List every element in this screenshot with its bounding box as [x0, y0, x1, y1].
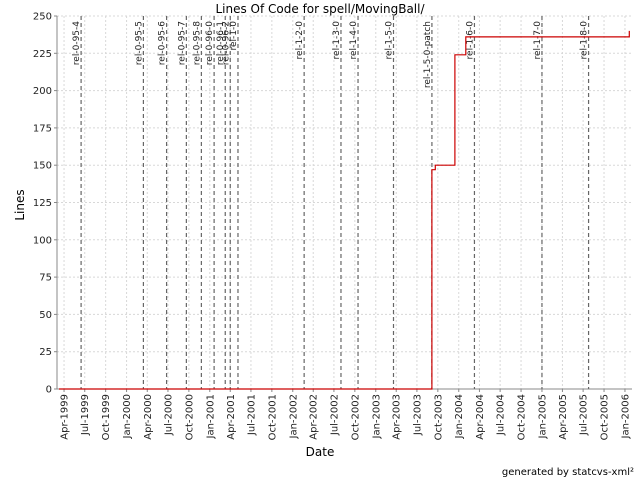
y-tick-label: 50 [39, 310, 52, 321]
x-tick-label: Jul-2003 [412, 394, 423, 436]
tag-label: rel-0-96-0 [205, 21, 215, 65]
y-tick-label: 225 [33, 49, 52, 60]
y-tick-label: 100 [33, 235, 52, 246]
x-tick-label: Jul-2002 [329, 394, 340, 436]
x-tick-label: Jan-2000 [122, 394, 133, 439]
y-tick-label: 25 [39, 347, 52, 358]
x-tick-label: Jan-2006 [620, 394, 631, 439]
y-tick-label: 175 [33, 123, 52, 134]
generated-by-footer: generated by statcvs-xml² [502, 467, 634, 478]
y-tick-label: 200 [33, 86, 52, 97]
x-tick-label: Oct-2004 [517, 394, 528, 440]
x-tick-label: Jul-2000 [163, 394, 174, 436]
x-tick-label: Oct-2001 [267, 394, 278, 440]
x-tick-label: Oct-2003 [433, 394, 444, 440]
x-tick-label: Apr-2000 [143, 394, 154, 440]
chart-title: Lines Of Code for spell/MovingBall/ [215, 2, 425, 16]
x-tick-label: Jan-2001 [205, 394, 216, 439]
x-tick-label: Apr-2003 [392, 394, 403, 440]
x-tick-label: Jul-2005 [579, 394, 590, 436]
x-tick-label: Jan-2004 [454, 394, 465, 439]
x-tick-label: Oct-1999 [101, 394, 112, 440]
x-tick-label: Jan-2003 [371, 394, 382, 439]
x-tick-label: Apr-2004 [475, 394, 486, 440]
x-tick-label: Oct-2000 [184, 394, 195, 440]
tag-label: rel-1-8-0 [580, 21, 590, 60]
x-tick-label: Jul-1999 [80, 394, 91, 436]
y-tick-label: 150 [33, 161, 52, 172]
x-tick-label: Apr-2001 [226, 394, 237, 440]
tag-label: rel-1-3-0 [332, 21, 342, 60]
lines-of-code-series [59, 30, 630, 390]
tag-label: rel-0-95-6 [158, 21, 168, 65]
y-tick-label: 75 [39, 273, 52, 284]
tag-label: rel-1-2-0 [295, 21, 305, 60]
y-tick-label: 125 [33, 198, 52, 209]
y-tick-label: 0 [46, 385, 52, 396]
release-tag-markers: rel-0-95-4 rel-0-95-5 rel-0-95-6 rel-0-95-7… [72, 16, 590, 389]
tag-label: rel-0-96-1 [216, 21, 226, 65]
x-tick-label: Oct-2002 [350, 394, 361, 440]
axes: 0 25 50 75 100 125 150 175 200 225 250 Apr-1999 Jul-… [33, 12, 632, 440]
tag-label: rel-1-5-0-patch [423, 21, 433, 88]
x-axis-title: Date [306, 445, 335, 459]
tag-label: rel-0-95-5 [134, 21, 144, 65]
tag-label: rel-0-95-4 [72, 21, 82, 65]
tag-label: rel-0-96-2 [221, 21, 231, 65]
tag-label: rel-1-4-0 [349, 21, 359, 60]
x-tick-label: Jan-2002 [288, 394, 299, 439]
y-axis-title: Lines [13, 189, 27, 220]
x-tick-label: Oct-2005 [600, 394, 611, 440]
x-tick-label: Apr-2002 [309, 394, 320, 440]
x-tick-label: Jan-2005 [537, 394, 548, 439]
y-tick-label: 250 [33, 12, 52, 23]
tag-label: rel-1-6-0 [465, 21, 475, 60]
x-tick-label: Jul-2004 [496, 394, 507, 436]
tag-label: rel-0-95-8 [192, 21, 202, 65]
tag-label: rel-1-7-0 [533, 21, 543, 60]
tag-label: rel-1-5-0 [384, 21, 394, 60]
tag-label: rel-0-95-7 [177, 21, 187, 65]
series-layer [59, 30, 630, 390]
x-tick-label: Apr-2005 [558, 394, 569, 440]
x-tick-label: Jul-2001 [246, 394, 257, 436]
tag-label: rel-1-0 [229, 21, 239, 51]
x-tick-label: Apr-1999 [60, 394, 71, 440]
